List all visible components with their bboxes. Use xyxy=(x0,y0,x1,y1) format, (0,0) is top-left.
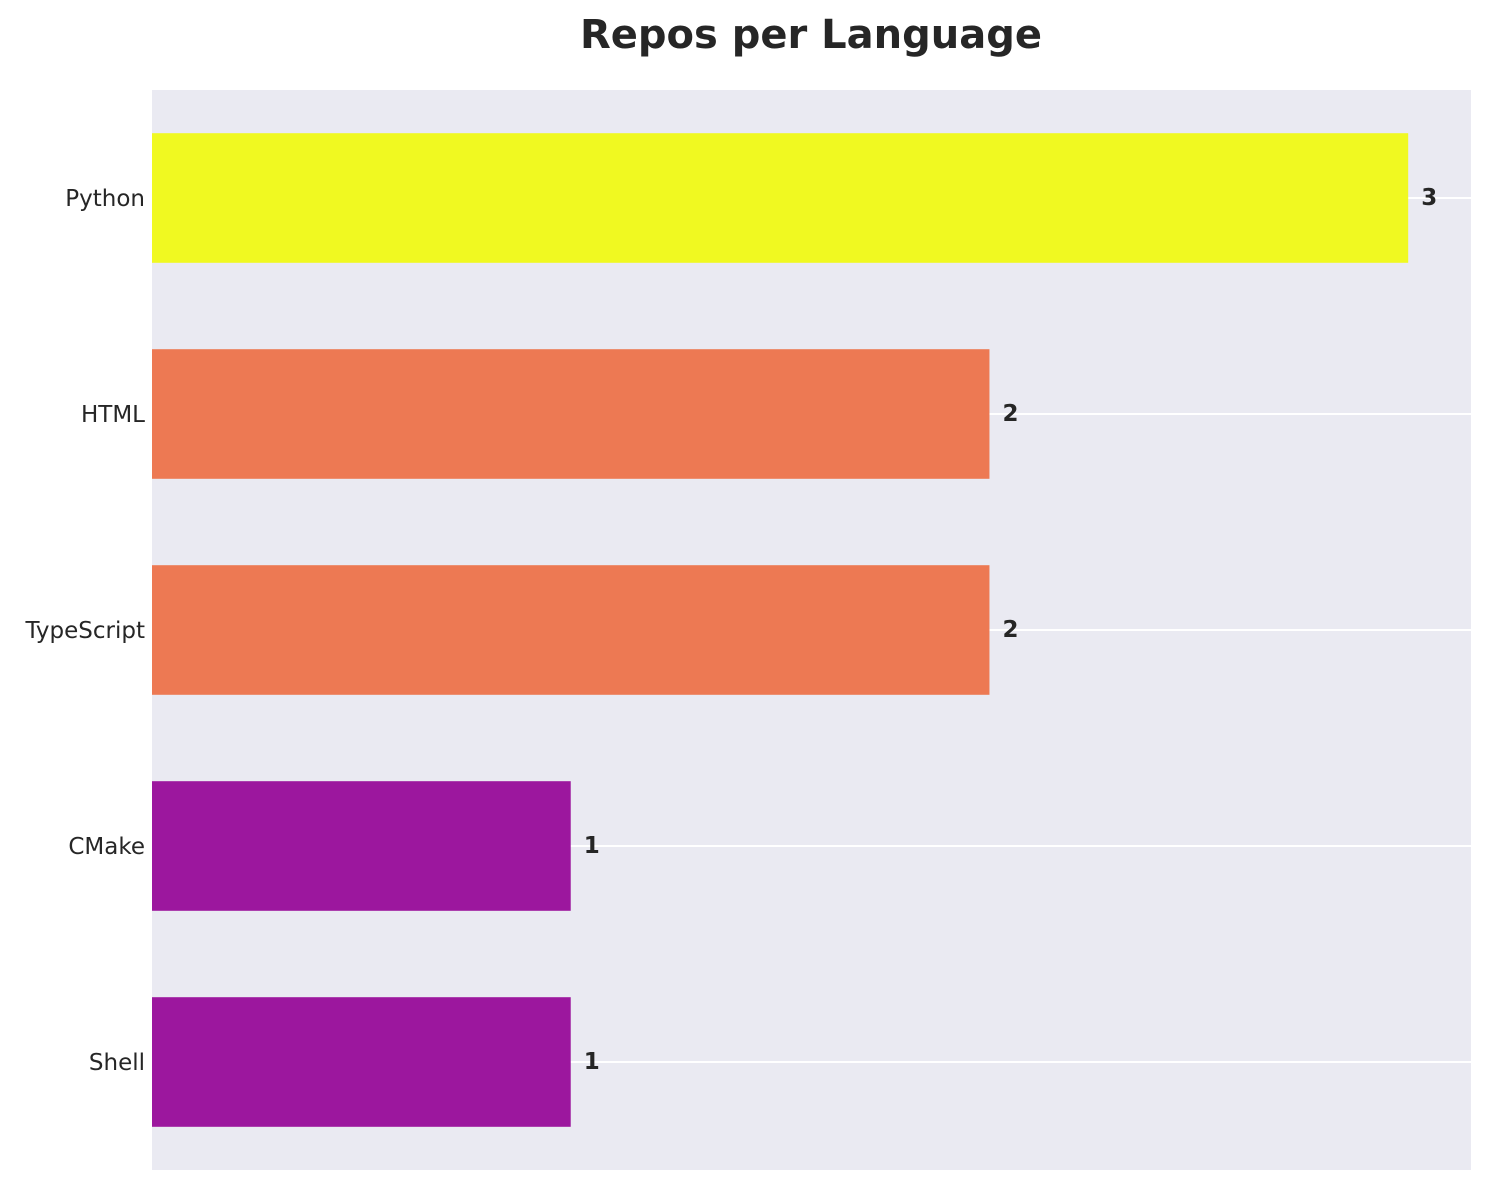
bars xyxy=(152,133,1409,1127)
data-label-cmake: 1 xyxy=(584,833,600,859)
data-labels: 3 2 2 1 1 xyxy=(584,185,1437,1075)
y-tick-label-html: HTML xyxy=(81,402,145,428)
bar-typescript xyxy=(152,565,990,695)
bar-python xyxy=(152,133,1409,263)
data-label-typescript: 2 xyxy=(1002,617,1018,643)
y-tick-label-typescript: TypeScript xyxy=(24,618,145,644)
bar-shell xyxy=(152,997,571,1127)
data-label-html: 2 xyxy=(1002,401,1018,427)
bar-html xyxy=(152,349,990,479)
y-tick-labels: Python HTML TypeScript CMake Shell xyxy=(24,186,145,1076)
bar-cmake xyxy=(152,781,571,911)
data-label-shell: 1 xyxy=(584,1049,600,1075)
chart-title: Repos per Language xyxy=(580,12,1042,58)
y-tick-label-shell: Shell xyxy=(89,1050,145,1076)
data-label-python: 3 xyxy=(1421,185,1437,211)
y-tick-label-cmake: CMake xyxy=(68,834,145,860)
y-tick-label-python: Python xyxy=(65,186,145,212)
